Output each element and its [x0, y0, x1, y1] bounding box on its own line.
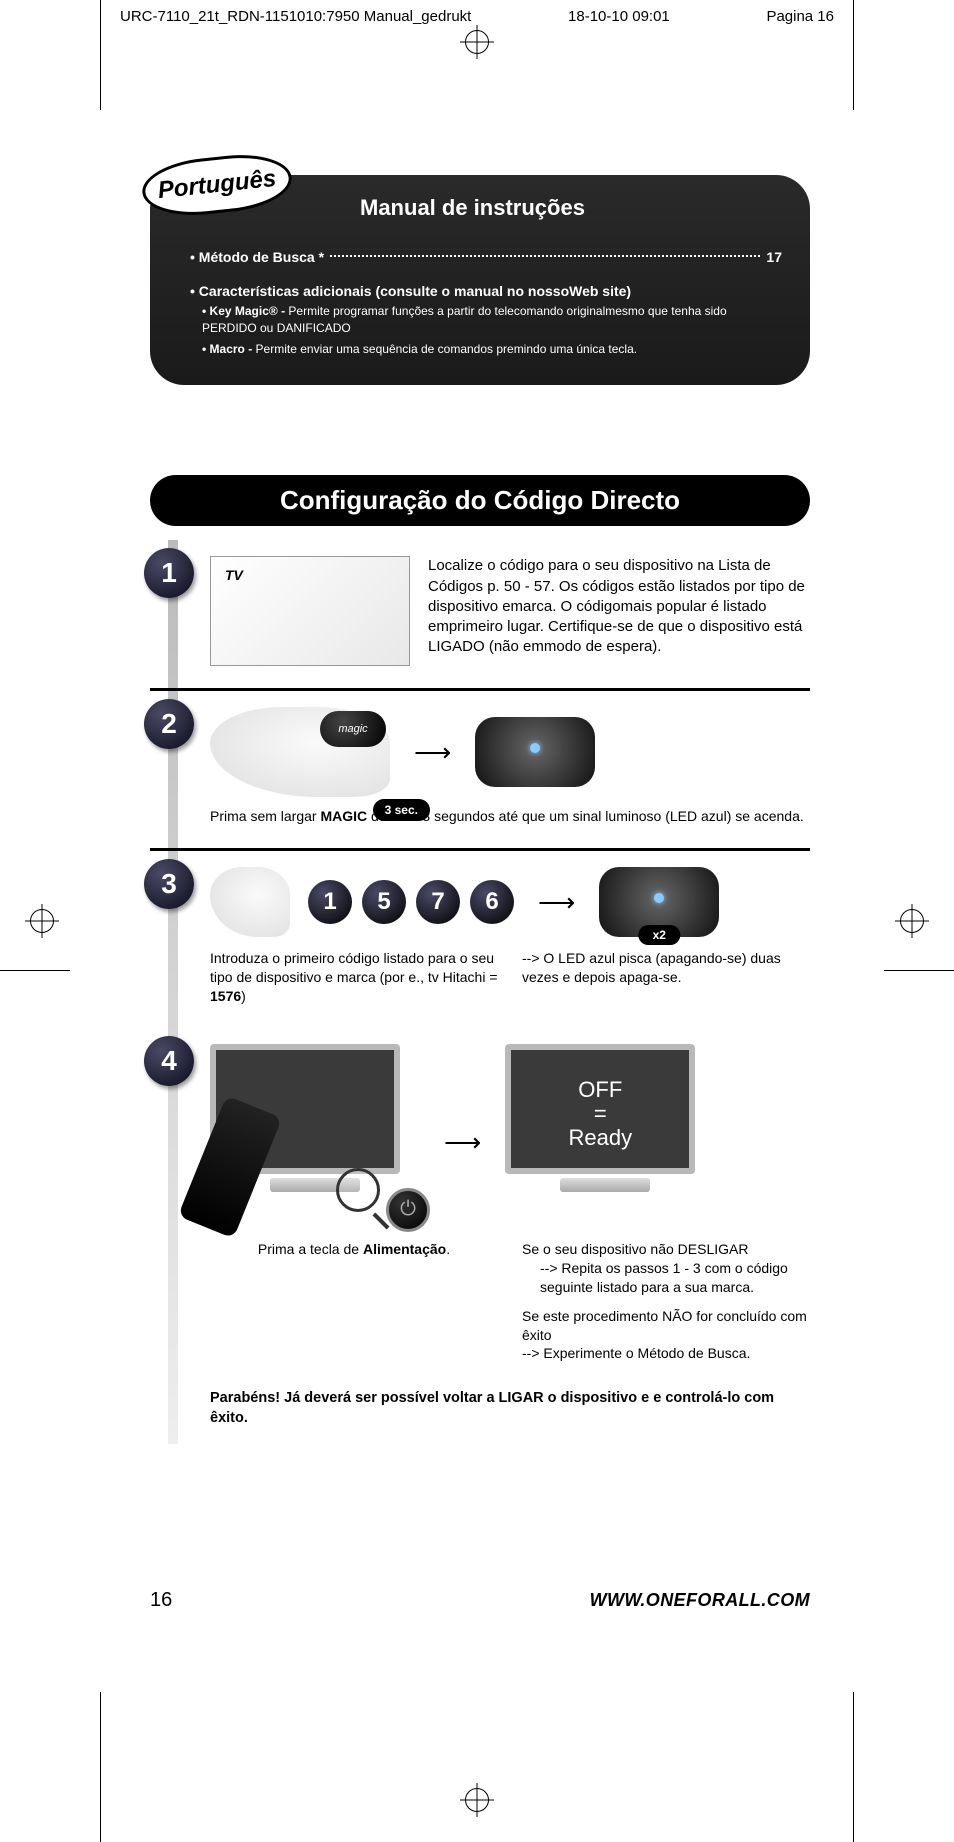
- caption-bold: Alimentação: [363, 1241, 446, 1257]
- off-label: OFF: [511, 1078, 689, 1102]
- step2-caption: Prima sem largar MAGIC durante 3 segundo…: [210, 807, 810, 826]
- eq-label: =: [511, 1102, 689, 1126]
- caption-text: .: [446, 1241, 450, 1257]
- print-date: 18-10-10 09:01: [568, 8, 670, 25]
- step-number: 1: [144, 548, 194, 598]
- caption-text: ): [241, 988, 246, 1004]
- magnifier-icon: [336, 1168, 380, 1212]
- registration-mark-icon: [465, 1788, 489, 1812]
- congrats-text: Parabéns! Já deverá ser possível voltar …: [210, 1389, 810, 1428]
- hand-press-illustration: magic 3 sec.: [210, 707, 390, 797]
- crop-line: [100, 1692, 101, 1842]
- macro-text: Permite enviar uma sequência de comandos…: [256, 342, 638, 356]
- macro-label: • Macro -: [202, 342, 256, 356]
- toc-item: • Método de Busca *: [190, 249, 324, 265]
- crop-line: [884, 970, 954, 971]
- section-header: Configuração do Código Directo: [150, 475, 810, 526]
- code-digits: 1 5 7 6: [308, 880, 514, 924]
- step-number: 3: [144, 859, 194, 909]
- crop-line: [0, 970, 70, 971]
- step-1: 1 Localize o código para o seu dispositi…: [150, 540, 810, 682]
- power-icon: ⏻: [386, 1188, 430, 1232]
- step4-right-text: Se o seu dispositivo não DESLIGAR --> Re…: [522, 1240, 810, 1363]
- caption-text: durante 3 segundos até que um sinal lumi…: [367, 808, 804, 824]
- duration-badge: 3 sec.: [373, 799, 430, 821]
- hand-illustration: [210, 867, 290, 937]
- print-page: Pagina 16: [766, 8, 834, 25]
- print-header: URC-7110_21t_RDN-1151010:7950 Manual_ged…: [120, 8, 834, 25]
- step3-right-caption: --> O LED azul pisca (apagando-se) duas …: [522, 949, 810, 1006]
- x2-badge: x2: [639, 925, 680, 945]
- arrow-icon: ⟶: [438, 1127, 487, 1158]
- step-2: 2 magic 3 sec. ⟶ Prima sem largar MAGIC …: [150, 688, 810, 842]
- language-badge: Português: [139, 149, 294, 220]
- step-4: 4 ⏻ ⟶ OFF = Ready: [150, 1028, 810, 1444]
- page-content: Português Manual de instruções • Método …: [150, 175, 810, 1444]
- tv-remote-illustration: ⏻: [210, 1044, 420, 1192]
- caption-text: Prima a tecla de: [258, 1241, 363, 1257]
- step-3: 3 1 5 7 6 ⟶ x2 Introduza o primeiro códi…: [150, 848, 810, 1022]
- toc-page: 17: [766, 249, 782, 265]
- codebook-illustration: [210, 556, 410, 666]
- digit-button: 1: [308, 880, 352, 924]
- toc-line: • Método de Busca * 17: [190, 249, 782, 265]
- extras-macro: • Macro - Permite enviar uma sequência d…: [202, 341, 782, 358]
- extras-keymagic: • Key Magic® - Permite programar funções…: [202, 303, 782, 337]
- caption-text: Se o seu dispositivo não DESLIGAR: [522, 1240, 810, 1259]
- digit-button: 6: [470, 880, 514, 924]
- manual-title: Manual de instruções: [360, 195, 782, 221]
- step1-text: Localize o código para o seu dispositivo…: [428, 556, 810, 657]
- remote-blink-illustration: x2: [599, 867, 719, 937]
- page-number: 16: [150, 1589, 172, 1612]
- caption-text: Se este procedimento NÃO for concluído c…: [522, 1307, 810, 1345]
- page-footer: 16 WWW.ONEFORALL.COM: [150, 1589, 810, 1612]
- extras-heading: • Características adicionais (consulte o…: [190, 283, 782, 299]
- registration-mark-icon: [465, 30, 489, 54]
- crop-line: [100, 0, 101, 110]
- caption-bold: 1576: [210, 988, 241, 1004]
- registration-mark-icon: [30, 909, 54, 933]
- arrow-icon: ⟶: [532, 887, 581, 918]
- caption-bold: MAGIC: [320, 808, 367, 824]
- arrow-icon: ⟶: [408, 737, 457, 768]
- caption-text: --> Experimente o Método de Busca.: [522, 1344, 810, 1363]
- intro-box: Português Manual de instruções • Método …: [150, 175, 810, 385]
- caption-text: Prima sem largar: [210, 808, 320, 824]
- caption-text: Introduza o primeiro código listado para…: [210, 950, 498, 985]
- footer-url: WWW.ONEFORALL.COM: [590, 1590, 810, 1611]
- ready-label: Ready: [511, 1126, 689, 1150]
- digit-button: 5: [362, 880, 406, 924]
- step3-left-caption: Introduza o primeiro código listado para…: [210, 949, 498, 1006]
- remote-led-illustration: [475, 717, 595, 787]
- crop-line: [853, 0, 854, 110]
- keymagic-label: • Key Magic® -: [202, 304, 288, 318]
- steps-container: 1 Localize o código para o seu dispositi…: [150, 540, 810, 1444]
- digit-button: 7: [416, 880, 460, 924]
- print-file: URC-7110_21t_RDN-1151010:7950 Manual_ged…: [120, 8, 471, 25]
- registration-mark-icon: [900, 909, 924, 933]
- step4-press-caption: Prima a tecla de Alimentação.: [210, 1240, 498, 1363]
- toc-dots: [330, 255, 760, 257]
- magic-button-icon: magic: [320, 711, 386, 747]
- tv-off-illustration: OFF = Ready: [505, 1044, 705, 1192]
- caption-text: --> Repita os passos 1 - 3 com o código …: [522, 1259, 810, 1297]
- crop-line: [853, 1692, 854, 1842]
- step-number: 2: [144, 699, 194, 749]
- step-number: 4: [144, 1036, 194, 1086]
